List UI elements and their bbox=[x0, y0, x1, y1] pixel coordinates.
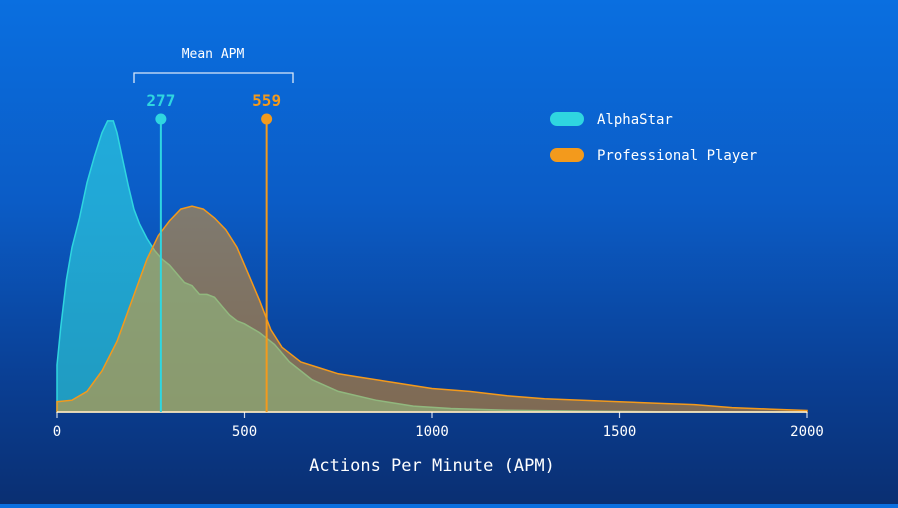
legend-label-alphastar: AlphaStar bbox=[597, 112, 673, 128]
mean-label-professional-player: 559 bbox=[252, 91, 281, 110]
bracket-line bbox=[133, 72, 294, 83]
mean-apm-bracket: Mean APM bbox=[133, 47, 294, 83]
x-tick-label: 500 bbox=[232, 424, 257, 440]
x-axis-label: Actions Per Minute (APM) bbox=[309, 456, 555, 476]
legend-label-professional-player: Professional Player bbox=[597, 148, 757, 164]
mean-label-alphastar: 277 bbox=[146, 91, 175, 110]
legend-swatch-professional-player bbox=[550, 148, 584, 162]
legend: AlphaStar Professional Player bbox=[550, 112, 757, 164]
x-tick-label: 2000 bbox=[790, 424, 824, 440]
x-tick-label: 0 bbox=[53, 424, 61, 440]
x-tick-label: 1000 bbox=[415, 424, 449, 440]
bracket-label: Mean APM bbox=[182, 47, 245, 62]
mean-marker-alphastar bbox=[155, 113, 167, 125]
legend-swatch-alphastar bbox=[550, 112, 584, 126]
x-tick-label: 1500 bbox=[603, 424, 637, 440]
series-area-professional-player bbox=[56, 205, 808, 413]
mean-marker-professional-player bbox=[261, 113, 273, 125]
